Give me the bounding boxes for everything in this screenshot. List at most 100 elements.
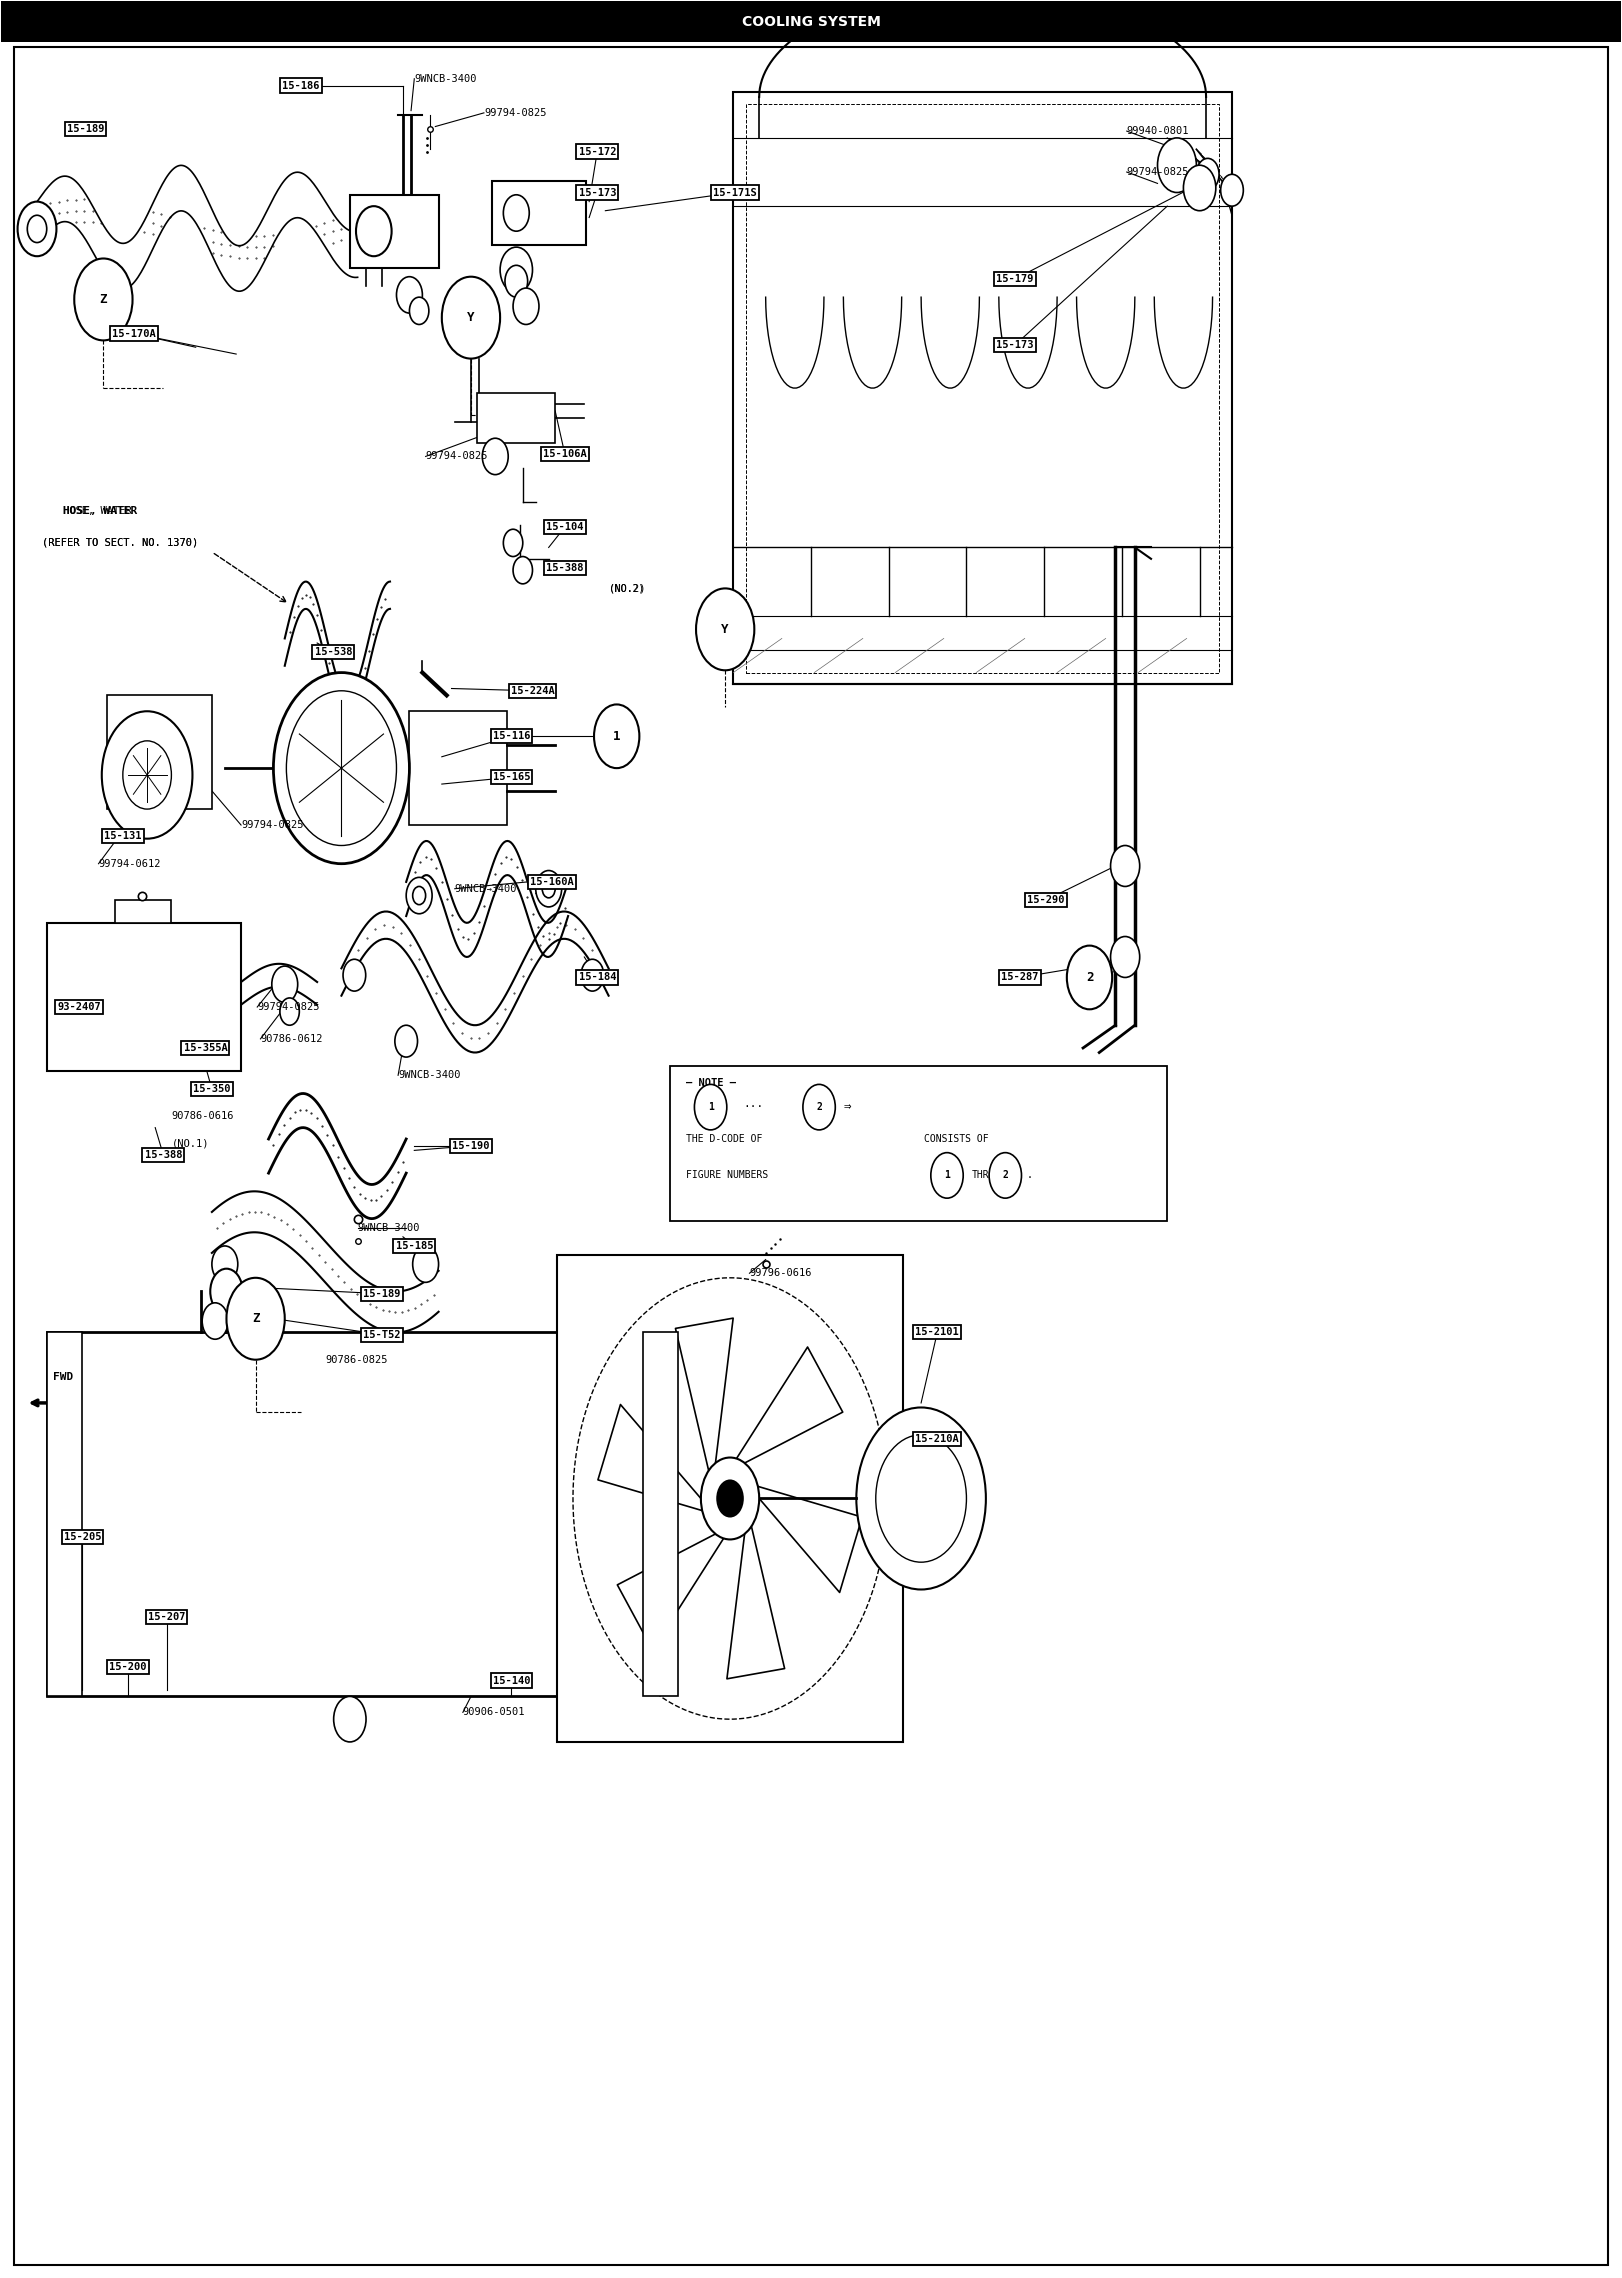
Text: COOLING SYSTEM: COOLING SYSTEM [741,16,881,30]
Text: 2: 2 [816,1103,822,1112]
Text: 99794-0825: 99794-0825 [258,1002,320,1011]
Text: 15-171S: 15-171S [714,187,757,198]
Text: THROUGH: THROUGH [972,1171,1012,1180]
Circle shape [394,1025,417,1057]
Circle shape [211,1269,243,1314]
Text: 15-172: 15-172 [579,146,616,157]
Circle shape [412,886,425,904]
Circle shape [1111,936,1140,977]
Circle shape [281,998,300,1025]
Bar [556,1255,903,1743]
Circle shape [274,672,409,863]
Circle shape [406,877,431,913]
Circle shape [28,214,47,241]
Text: 1: 1 [944,1171,950,1180]
Circle shape [1184,166,1216,210]
Circle shape [513,556,532,583]
Text: 15-207: 15-207 [148,1613,185,1622]
Text: 15-190: 15-190 [453,1141,490,1150]
Text: 15-184: 15-184 [579,973,616,982]
Circle shape [500,246,532,292]
Text: Z: Z [99,294,107,305]
Text: 15-131: 15-131 [104,831,141,841]
Text: 15-010S: 15-010S [827,1134,869,1144]
Bar [107,695,212,809]
Circle shape [513,287,539,323]
Bar [47,1333,83,1697]
Circle shape [123,740,172,809]
Text: 15-140: 15-140 [493,1677,530,1686]
Text: ···: ··· [743,1103,764,1112]
Text: 2: 2 [1002,1171,1009,1180]
Bar [2,2,1620,43]
Circle shape [1067,945,1113,1009]
Text: 90786-0612: 90786-0612 [261,1034,323,1043]
Circle shape [503,196,529,230]
Text: 15-388: 15-388 [547,563,584,574]
Circle shape [482,437,508,474]
Bar [491,182,586,244]
Text: 15-179: 15-179 [996,273,1033,285]
Text: 15-186: 15-186 [282,80,320,91]
Text: 9WNCB-3400: 9WNCB-3400 [454,884,517,893]
Circle shape [212,1246,238,1283]
Circle shape [504,264,527,296]
Circle shape [856,1408,986,1590]
Text: 15-290: 15-290 [1027,895,1064,904]
Bar [477,392,555,442]
Circle shape [876,1435,967,1563]
Text: 15-010S: 15-010S [950,1178,994,1187]
Circle shape [694,1084,727,1130]
Text: 90786-0825: 90786-0825 [326,1355,388,1365]
Text: 15-185: 15-185 [396,1242,433,1251]
Bar [349,196,438,267]
Text: 15-173: 15-173 [579,187,616,198]
Circle shape [594,704,639,768]
Text: HOSE, WATER: HOSE, WATER [63,506,138,517]
Text: 15-205: 15-205 [63,1533,101,1542]
Circle shape [227,1278,285,1360]
Text: 15-189: 15-189 [67,123,104,134]
Circle shape [503,528,522,556]
Text: 99794-0825: 99794-0825 [242,820,303,829]
Text: 1: 1 [707,1103,714,1112]
Text: 15-T52: 15-T52 [363,1330,401,1339]
Text: 9WNCB-3400: 9WNCB-3400 [397,1071,461,1080]
Text: 15-350: 15-350 [193,1084,230,1093]
Text: 15-170A: 15-170A [112,328,156,339]
Text: HOSE, WATER: HOSE, WATER [63,506,131,517]
Circle shape [355,205,391,255]
Text: 15-200: 15-200 [109,1663,146,1672]
Text: 15-106A: 15-106A [543,449,587,460]
Text: 15-165: 15-165 [493,772,530,781]
Bar [642,1333,678,1697]
Circle shape [272,966,298,1002]
Circle shape [542,879,555,898]
Text: ⇒: ⇒ [843,1100,852,1114]
Circle shape [287,690,396,845]
Text: (NO.1): (NO.1) [172,1139,209,1148]
Text: 15-355A: 15-355A [183,1043,227,1052]
Text: FIGURE NUMBERS: FIGURE NUMBERS [686,1171,769,1180]
Text: 99940-0801: 99940-0801 [1127,125,1189,137]
Text: (REFER TO SECT. NO. 1370): (REFER TO SECT. NO. 1370) [42,538,198,549]
Text: 15-010S: 15-010S [876,1103,918,1112]
Bar [409,711,506,825]
Circle shape [701,1458,759,1540]
Circle shape [989,1153,1022,1198]
Bar [733,93,1233,683]
Text: 99794-0825: 99794-0825 [1127,166,1189,178]
Circle shape [441,276,500,358]
Text: 90906-0501: 90906-0501 [462,1706,526,1718]
Circle shape [696,588,754,670]
Circle shape [1111,845,1140,886]
Text: .: . [1027,1171,1032,1180]
Text: 9WNCB-3400: 9WNCB-3400 [357,1223,420,1232]
Text: 90786-0616: 90786-0616 [172,1112,234,1121]
Text: 15-538: 15-538 [315,647,352,656]
Text: FWD: FWD [54,1371,73,1383]
Bar [115,900,172,923]
Text: 15-104: 15-104 [547,522,584,533]
Text: 15-2101: 15-2101 [915,1328,959,1337]
Circle shape [412,1246,438,1283]
